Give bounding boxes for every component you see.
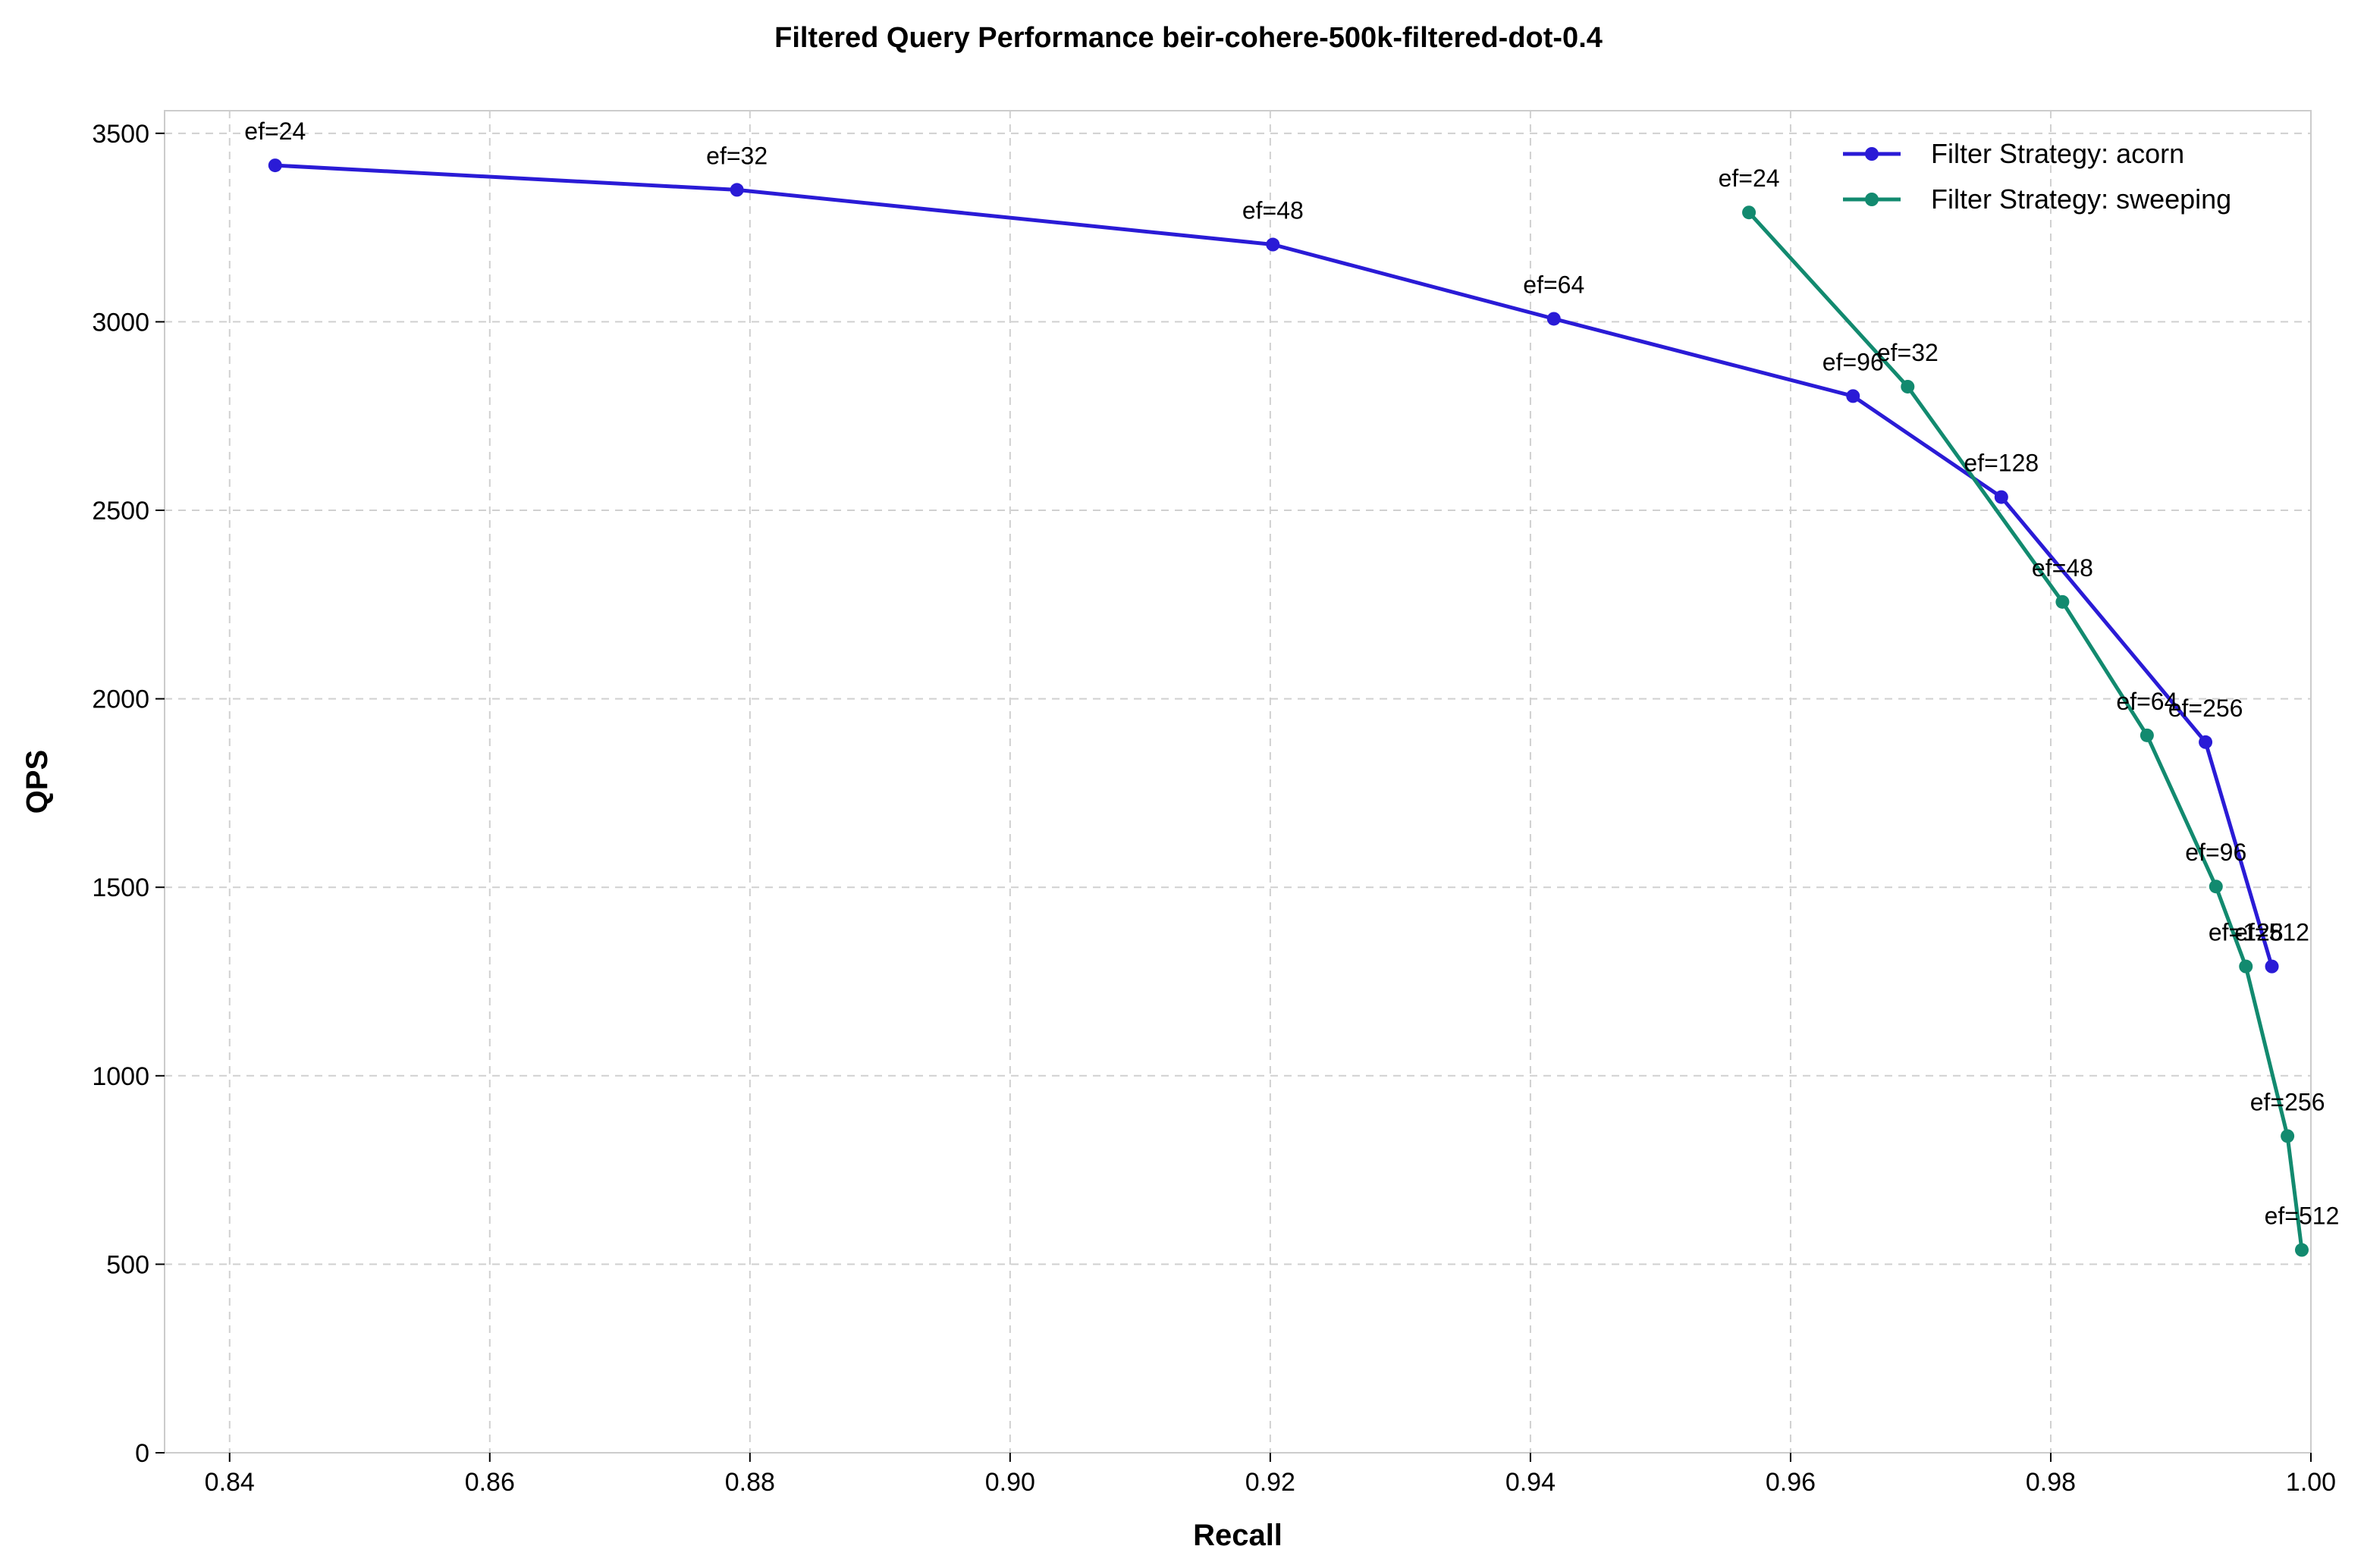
chart-title: Filtered Query Performance beir-cohere-5… bbox=[774, 22, 1603, 54]
data-label: ef=128 bbox=[2209, 919, 2284, 946]
x-tick-label: 0.94 bbox=[1505, 1468, 1556, 1497]
data-point bbox=[2209, 880, 2223, 894]
data-label: ef=24 bbox=[244, 118, 306, 145]
x-tick-label: 0.92 bbox=[1245, 1468, 1295, 1497]
data-label: ef=64 bbox=[2116, 688, 2177, 715]
data-point bbox=[1994, 490, 2008, 504]
legend-marker bbox=[1865, 147, 1879, 161]
y-tick-label: 0 bbox=[135, 1439, 149, 1468]
legend: Filter Strategy: acorn Filter Strategy: s… bbox=[1843, 138, 2231, 215]
x-tick-label: 0.98 bbox=[2026, 1468, 2076, 1497]
data-label: ef=24 bbox=[1719, 165, 1780, 192]
y-axis-ticks: 0 500 1000 1500 2000 2500 3000 3500 bbox=[92, 120, 165, 1468]
data-label: ef=512 bbox=[2265, 1203, 2340, 1230]
x-tick-label: 0.96 bbox=[1766, 1468, 1816, 1497]
y-tick-label: 2000 bbox=[92, 685, 149, 714]
data-label: ef=512 bbox=[2234, 919, 2309, 946]
data-point bbox=[268, 158, 282, 173]
data-label: ef=256 bbox=[2250, 1088, 2325, 1115]
x-tick-label: 0.84 bbox=[205, 1468, 255, 1497]
x-axis-ticks: 0.84 0.86 0.88 0.90 0.92 0.94 0.96 0.98 1.00 bbox=[205, 1453, 2336, 1497]
data-label: ef=64 bbox=[1523, 271, 1584, 298]
y-tick-label: 3500 bbox=[92, 120, 149, 149]
data-point bbox=[1546, 312, 1561, 326]
y-tick-label: 2500 bbox=[92, 497, 149, 525]
point-labels: ef=24ef=32ef=48ef=64ef=96ef=128ef=256ef=… bbox=[244, 118, 2339, 1229]
y-tick-label: 1000 bbox=[92, 1062, 149, 1091]
legend-entry: Filter Strategy: sweeping bbox=[1931, 183, 2231, 215]
data-label: ef=32 bbox=[1877, 339, 1939, 366]
y-tick-label: 3000 bbox=[92, 308, 149, 337]
grid bbox=[165, 111, 2312, 1454]
data-point bbox=[2239, 959, 2253, 974]
data-point bbox=[2281, 1129, 2295, 1143]
x-tick-label: 0.88 bbox=[725, 1468, 775, 1497]
data-label: ef=96 bbox=[1822, 348, 1884, 375]
series-line-sweeping bbox=[1747, 211, 2304, 1250]
data-point bbox=[1266, 237, 1280, 252]
legend-entry: Filter Strategy: acorn bbox=[1931, 138, 2184, 169]
data-point bbox=[1901, 379, 1915, 394]
series bbox=[268, 158, 2309, 1257]
data-label: ef=96 bbox=[2185, 839, 2246, 866]
data-point bbox=[730, 183, 744, 197]
plot-frame bbox=[164, 110, 2312, 1454]
y-tick-label: 500 bbox=[106, 1250, 149, 1279]
data-label: ef=256 bbox=[2168, 695, 2243, 722]
x-axis-label: Recall bbox=[1193, 1519, 1282, 1552]
data-point bbox=[2199, 735, 2213, 749]
data-point bbox=[1846, 389, 1860, 403]
x-tick-label: 0.90 bbox=[985, 1468, 1035, 1497]
series-line-acorn bbox=[275, 163, 2274, 967]
data-point bbox=[2265, 959, 2279, 974]
data-point bbox=[1742, 205, 1757, 220]
y-axis-label: QPS bbox=[20, 750, 54, 814]
data-point bbox=[2055, 594, 2070, 609]
data-label: ef=128 bbox=[1964, 450, 2039, 477]
x-tick-label: 0.86 bbox=[465, 1468, 515, 1497]
data-label: ef=32 bbox=[706, 142, 768, 169]
data-point bbox=[2140, 728, 2154, 742]
x-tick-label: 1.00 bbox=[2286, 1468, 2336, 1497]
data-label: ef=48 bbox=[1242, 197, 1304, 224]
data-point bbox=[2294, 1243, 2309, 1257]
legend-marker bbox=[1865, 193, 1879, 206]
data-label: ef=48 bbox=[2032, 554, 2093, 582]
y-tick-label: 1500 bbox=[92, 873, 149, 902]
